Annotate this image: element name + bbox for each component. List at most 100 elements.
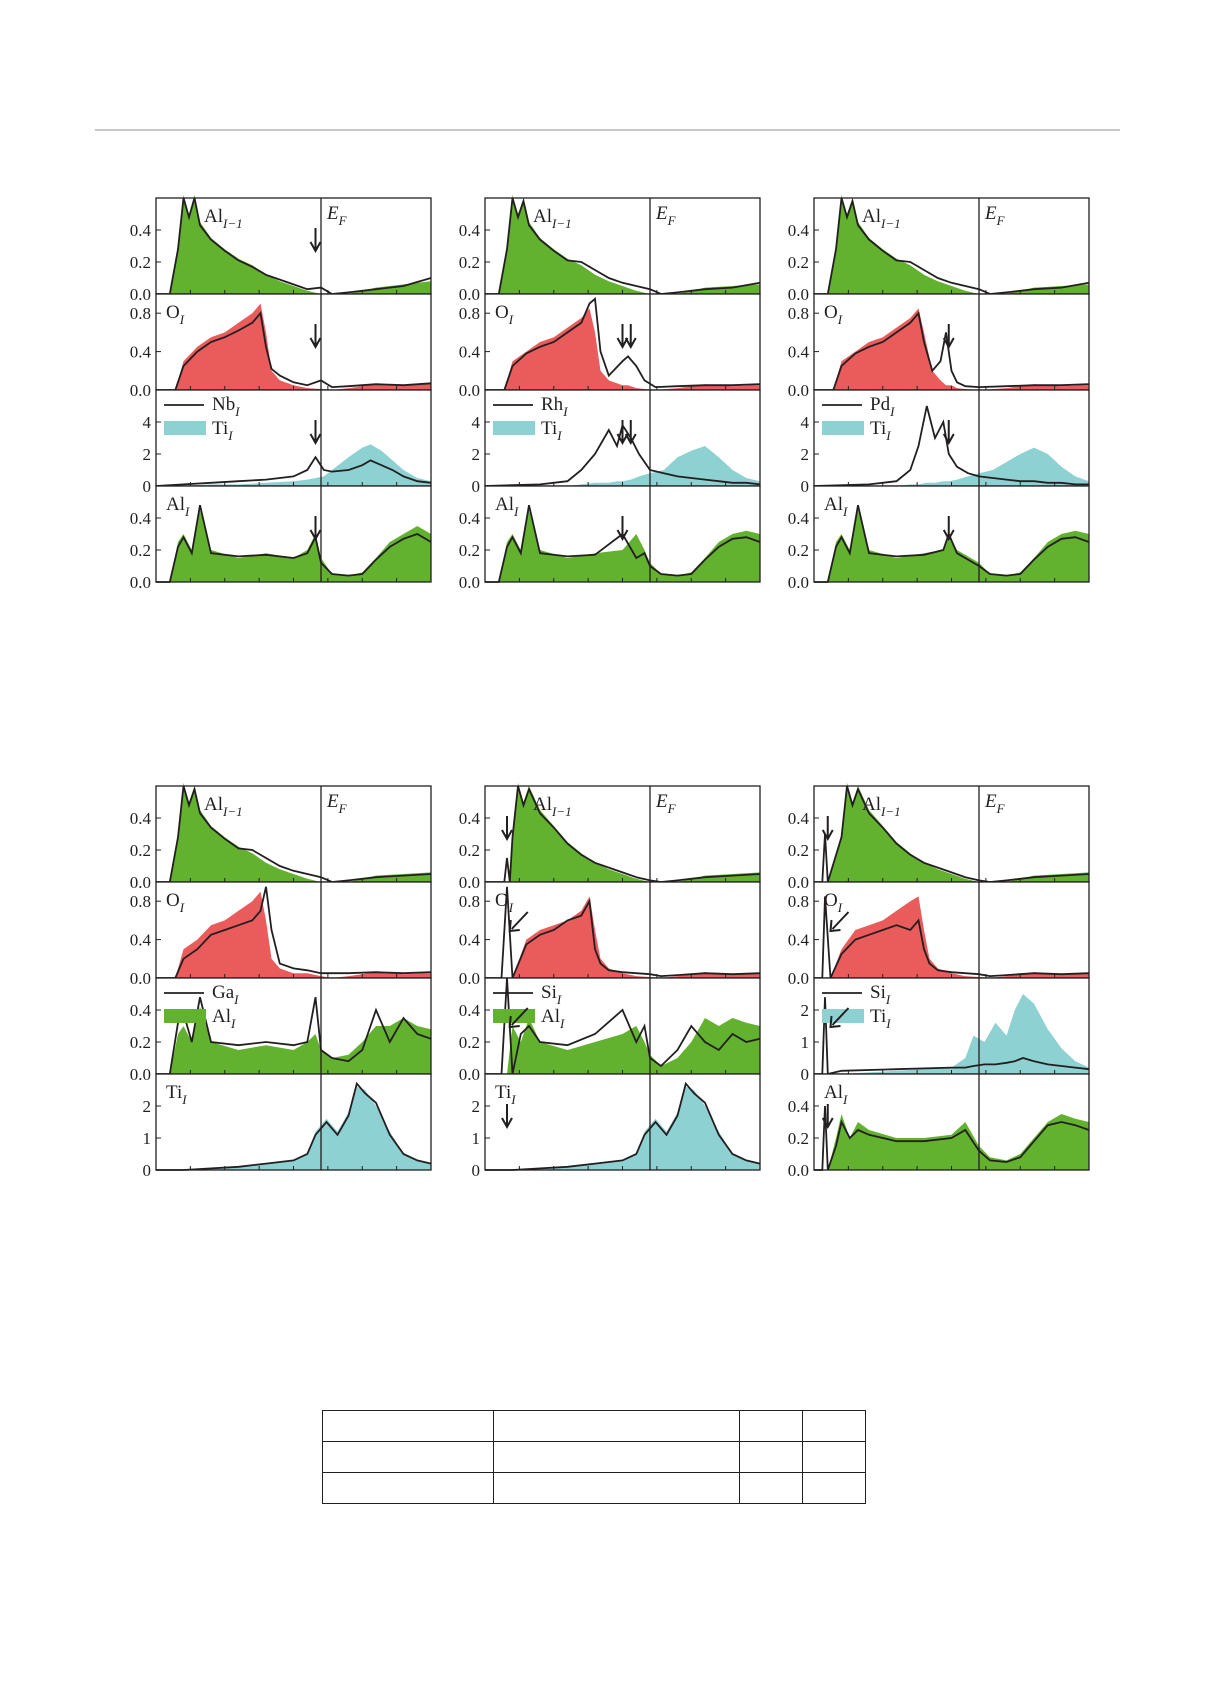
panel-label-base: Al [824, 1082, 843, 1103]
legend-label-base: Si [870, 982, 886, 1003]
legend-label-subscript: I [233, 992, 239, 1007]
panel-label-subscript: I−1 [551, 804, 572, 819]
y-tick-label: 1 [801, 1033, 810, 1052]
y-tick-label: 4 [801, 413, 810, 432]
fermi-label-e: E [655, 791, 668, 812]
y-tick-label: 0.0 [788, 285, 809, 304]
dos-line [156, 785, 432, 883]
legend-label: GaI [212, 982, 239, 1007]
y-tick-label: 0.4 [788, 809, 810, 828]
panel-label-base: Ti [166, 1082, 182, 1103]
dos-fill-area [156, 444, 431, 486]
y-tick-label: 0 [143, 477, 152, 496]
fermi-label-e: E [984, 791, 997, 812]
dos-line [156, 311, 432, 391]
y-tick-label: 2 [801, 445, 810, 464]
legend-label-base: Al [541, 1006, 560, 1027]
legend-label: AlI [212, 1006, 236, 1031]
fermi-label-subscript: F [996, 213, 1006, 228]
legend-label-base: Nb [212, 394, 235, 415]
y-tick-label: 0.2 [788, 541, 809, 560]
y-tick-label: 0.0 [459, 381, 480, 400]
panel-label-subscript: I−1 [880, 804, 901, 819]
panel-label: AlI−1 [204, 794, 243, 819]
legend-label-base: Ti [870, 418, 886, 439]
legend-label-base: Al [212, 1006, 231, 1027]
table-cell [739, 1441, 803, 1473]
y-tick-label: 0.8 [788, 892, 809, 911]
y-tick-label: 2 [472, 445, 481, 464]
y-tick-label: 0.2 [130, 253, 151, 272]
panel-label: AlI−1 [862, 794, 901, 819]
panel-label-base: Al [824, 494, 843, 515]
dos-fill-area [814, 447, 1089, 486]
dos-fill-area [485, 896, 760, 978]
y-tick-label: 0 [801, 1065, 810, 1084]
y-tick-label: 0.8 [130, 304, 151, 323]
legend-label-subscript: I [227, 428, 233, 443]
y-tick-label: 4 [143, 413, 152, 432]
dos-fill-area [485, 308, 760, 390]
dos-line [155, 455, 432, 487]
y-tick-label: 0 [472, 477, 481, 496]
y-tick-label: 0.0 [788, 381, 809, 400]
y-tick-label: 0.4 [130, 221, 152, 240]
dos-line [485, 296, 761, 391]
dos-line [484, 423, 761, 487]
table-cell [322, 1441, 494, 1473]
marker-arrow [309, 324, 322, 350]
dos-fill-area [156, 303, 431, 390]
y-tick-label: 0.2 [459, 841, 480, 860]
y-tick-label: 0.4 [788, 509, 810, 528]
table-cell [493, 1410, 740, 1442]
y-tick-label: 0.0 [130, 969, 151, 988]
y-tick-label: 0 [801, 477, 810, 496]
legend-label-subscript: I [559, 1016, 565, 1031]
marker-arrow [616, 516, 629, 542]
dos-line [485, 886, 761, 979]
panel-label: AlI−1 [533, 206, 572, 231]
dos-fill-area [485, 1086, 760, 1170]
dos-fill-area [485, 1018, 760, 1074]
y-tick-label: 0.2 [130, 841, 151, 860]
dos-fill-area [156, 1086, 431, 1170]
panel-label-subscript: I [508, 312, 514, 327]
panel-label-base: Al [166, 494, 185, 515]
legend-label-subscript: I [556, 428, 562, 443]
panel-label: OI [495, 302, 514, 327]
y-tick-label: 2 [801, 1001, 810, 1020]
y-tick-label: 4 [472, 413, 481, 432]
dos-line [814, 1105, 1090, 1171]
header-rule [95, 129, 1120, 131]
y-tick-label: 0 [472, 1161, 481, 1180]
y-tick-label: 1 [472, 1129, 481, 1148]
dos-fill-area [814, 510, 1089, 582]
dos-fill-area [814, 896, 1089, 978]
marker-arrow [508, 911, 529, 933]
dos-fill-area [485, 510, 760, 582]
y-tick-label: 0.8 [788, 304, 809, 323]
panel-label: AlI [495, 494, 519, 519]
y-tick-label: 0.4 [788, 221, 810, 240]
fermi-label-subscript: F [667, 801, 677, 816]
marker-arrow [821, 1104, 834, 1130]
panel-label-base: Ti [495, 1082, 511, 1103]
y-tick-label: 0.4 [459, 221, 481, 240]
legend-label: TiI [541, 418, 562, 443]
y-tick-label: 0.2 [788, 1129, 809, 1148]
y-tick-label: 0.4 [459, 343, 481, 362]
legend-label: SiI [541, 982, 562, 1007]
dos-fill-area [156, 1006, 431, 1074]
marker-arrow [616, 420, 629, 446]
panel-label-base: Al [533, 206, 552, 227]
dos-line [814, 197, 1090, 295]
legend-fill-swatch [822, 1009, 864, 1023]
panel-label-subscript: I [181, 1092, 187, 1107]
y-tick-label: 2 [143, 1097, 152, 1116]
dos-fill-area [814, 308, 1089, 390]
y-tick-label: 0.0 [130, 1065, 151, 1084]
panel-label-subscript: I [179, 312, 185, 327]
fermi-label-subscript: F [338, 213, 348, 228]
legend-label: PdI [870, 394, 895, 419]
dos-fill-area [485, 194, 760, 294]
